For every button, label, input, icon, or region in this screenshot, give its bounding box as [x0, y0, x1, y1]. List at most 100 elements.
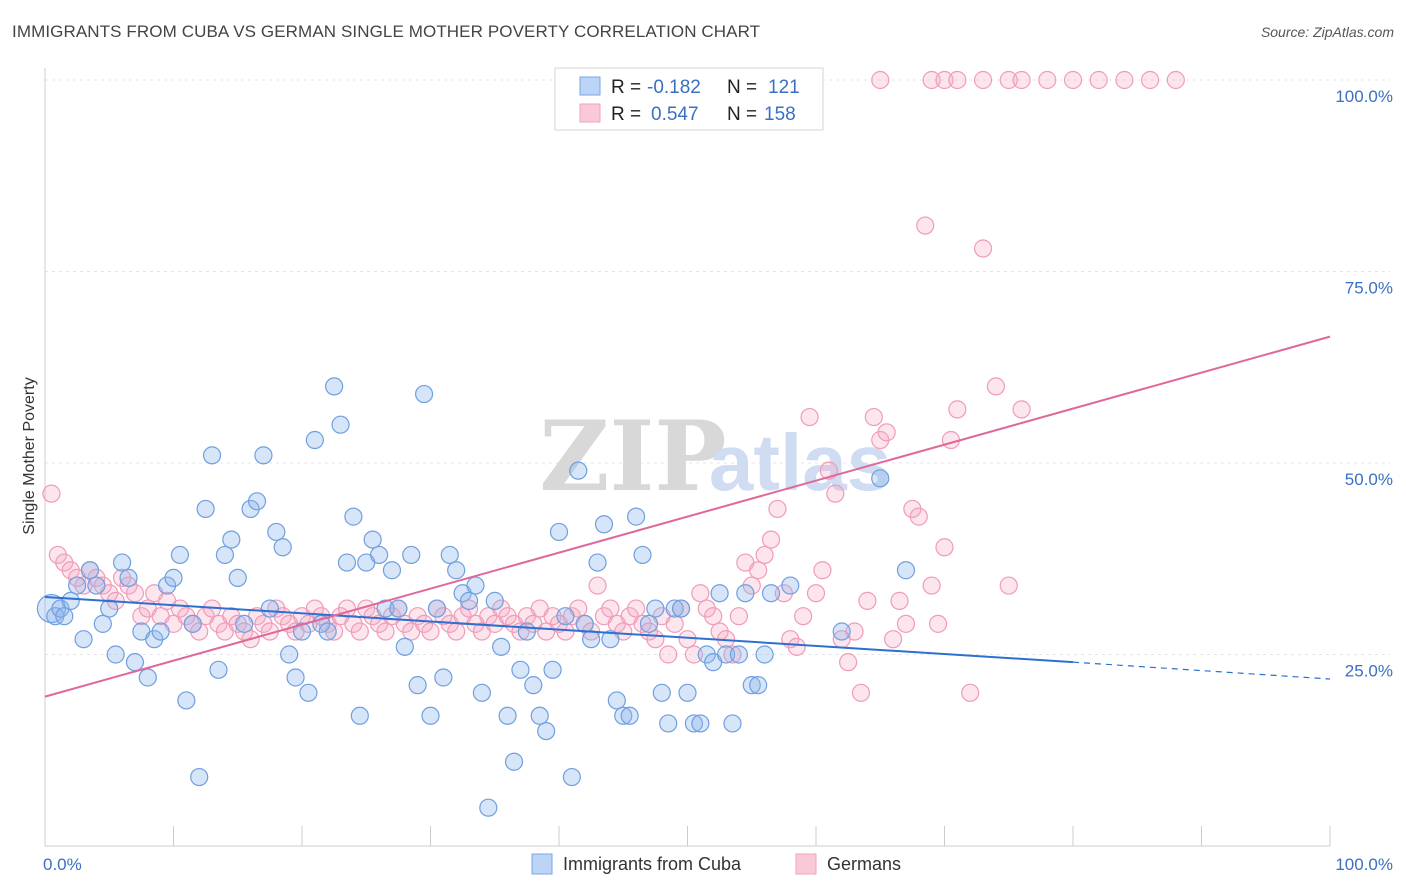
germans-point-80: [556, 622, 575, 641]
germans-point-13: [125, 584, 145, 603]
germans-point-120: [813, 561, 832, 580]
germans-point-124: [839, 653, 858, 672]
cuba-point-53: [376, 599, 395, 618]
cuba-point-7: [80, 561, 100, 580]
germans-point-96: [659, 645, 678, 664]
legend-r-value-germans: 0.547: [651, 104, 699, 125]
cuba-point-71: [492, 637, 511, 656]
germans-point-63: [447, 622, 466, 641]
cuba-point-108: [729, 645, 749, 664]
germans-point-122: [826, 484, 845, 503]
cuba-point-18: [151, 622, 170, 641]
cuba-point-29: [222, 530, 241, 549]
cuba-point-45: [325, 377, 344, 396]
cuba-point-57: [402, 545, 421, 565]
germans-point-152: [999, 70, 1018, 90]
germans-point-155: [1063, 70, 1083, 90]
bottom-legend-label-cuba: Immigrants from Cuba: [563, 854, 742, 874]
cuba-point-31: [235, 614, 254, 633]
germans-point-65: [459, 599, 479, 618]
cuba-point-16: [138, 668, 157, 687]
cuba-point-114: [781, 576, 800, 595]
cuba-point-96: [652, 683, 671, 702]
cuba-point-83: [569, 461, 588, 480]
germans-point-107: [729, 607, 749, 626]
cuba-point-25: [196, 499, 215, 519]
germans-point-147: [871, 70, 890, 90]
cuba-point-115: [832, 622, 851, 641]
cuba-point-106: [716, 645, 736, 664]
germans-point-126: [851, 683, 871, 702]
cuba-point-107: [723, 714, 742, 733]
cuba-point-54: [382, 561, 402, 580]
cuba-point-66: [459, 591, 479, 610]
cuba-point-101: [684, 714, 704, 733]
germans-point-136: [916, 216, 935, 235]
germans-point-119: [806, 584, 826, 603]
cuba-point-102: [691, 714, 710, 733]
x-tick-labels: 0.0% 100.0%: [43, 855, 1393, 874]
cuba-point-14: [125, 653, 145, 672]
cuba-point-90: [614, 706, 633, 725]
legend-swatch-germans: [579, 103, 601, 123]
legend-n-label-germans: N =: [727, 104, 757, 125]
cuba-trend-extension: [1072, 661, 1331, 680]
cuba-point-55: [389, 599, 408, 618]
stats-legend: R = -0.182 N = 121 R = 0.547 N = 158: [554, 67, 824, 131]
cuba-point-93: [633, 545, 652, 565]
y-axis-label: Single Mother Poverty: [21, 377, 38, 534]
cuba-point-62: [434, 668, 453, 687]
germans-point-118: [800, 407, 819, 427]
bottom-legend-swatch-cuba: [531, 853, 553, 875]
cuba-point-88: [601, 630, 620, 649]
cuba-point-69: [479, 798, 498, 817]
cuba-point-110: [742, 676, 761, 695]
germans-point-106: [723, 645, 742, 664]
legend-n-value-cuba: 121: [768, 77, 800, 98]
cuba-point-24: [190, 767, 209, 787]
cuba-point-34: [254, 446, 273, 465]
cuba-point-77: [530, 706, 549, 725]
cuba-point-37: [273, 538, 292, 557]
germans-point-138: [928, 614, 948, 633]
germans-point-85: [588, 576, 607, 595]
germans-point-158: [1166, 70, 1185, 90]
germans-point-99: [678, 630, 697, 649]
germans-point-112: [761, 530, 781, 549]
cuba-point-28: [215, 545, 234, 565]
germans-point-153: [1012, 70, 1031, 90]
cuba-point-44: [318, 622, 337, 641]
cuba-point-98: [665, 599, 684, 618]
cuba-point-41: [299, 683, 318, 702]
germans-point-141: [948, 400, 967, 419]
cuba-point-95: [646, 599, 665, 618]
cuba-point-12: [112, 553, 132, 572]
cuba-point-99: [671, 599, 691, 618]
cuba-point-35: [260, 599, 279, 618]
cuba-point-97: [659, 714, 678, 733]
cuba-point-36: [267, 522, 286, 542]
cuba-point-3: [55, 607, 74, 626]
watermark: ZIP atlas: [539, 400, 891, 513]
cuba-point-30: [228, 568, 247, 588]
germans-point-137: [922, 576, 941, 595]
germans-point-132: [890, 591, 909, 610]
cuba-point-63: [440, 545, 459, 565]
cuba-point-33: [247, 492, 267, 511]
germans-point-151: [973, 70, 993, 90]
cuba-point-56: [395, 637, 414, 656]
germans-point-149: [935, 70, 954, 90]
germans-point-131: [883, 630, 903, 649]
germans-point-0: [42, 484, 61, 503]
y-tick-labels: 25.0% 50.0% 75.0% 100.0%: [1335, 87, 1393, 681]
cuba-point-112: [755, 645, 774, 664]
cuba-point-92: [626, 507, 646, 526]
germans-point-133: [896, 614, 916, 633]
germans-point-87: [601, 599, 620, 618]
cuba-point-10: [100, 599, 119, 618]
germans-point-146: [1012, 400, 1031, 419]
germans-point-135: [909, 507, 928, 526]
germans-point-154: [1038, 70, 1057, 90]
cuba-point-26: [202, 446, 222, 465]
